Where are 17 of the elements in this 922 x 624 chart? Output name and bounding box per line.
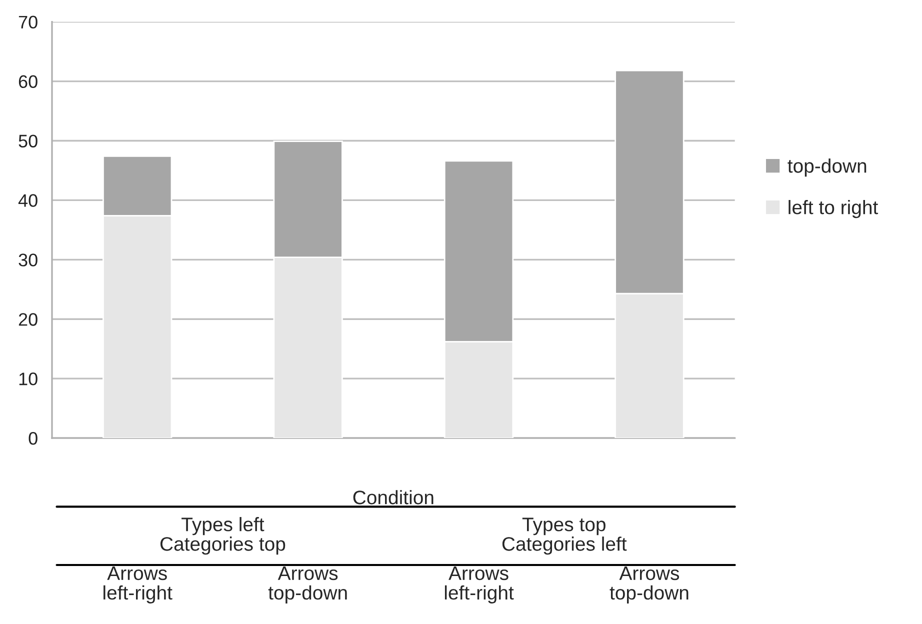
y-tick-label: 50 xyxy=(18,134,38,148)
legend-label: top-down xyxy=(788,158,866,177)
y-tick-label: 70 xyxy=(18,16,38,29)
y-tick-label: 0 xyxy=(28,432,38,445)
y-tick-label: 60 xyxy=(18,75,38,88)
y-tick-label: 40 xyxy=(18,194,38,207)
x-tick-label: Arrows top-down xyxy=(610,566,688,604)
y-tick-label: 30 xyxy=(18,254,38,266)
text: Types top Categories left xyxy=(502,518,627,555)
y-tick-label: 20 xyxy=(18,313,38,326)
x-tick-label: Arrows left-right xyxy=(444,566,514,604)
y-tick-label: 10 xyxy=(19,372,38,386)
legend-label: left to right xyxy=(788,200,878,218)
text: Types left Categories top xyxy=(160,517,286,555)
x-tick-label: Arrows left-right xyxy=(104,566,172,604)
x-axis-title: Condition xyxy=(353,490,434,504)
x-tick-label: Arrows top-down xyxy=(268,566,347,604)
